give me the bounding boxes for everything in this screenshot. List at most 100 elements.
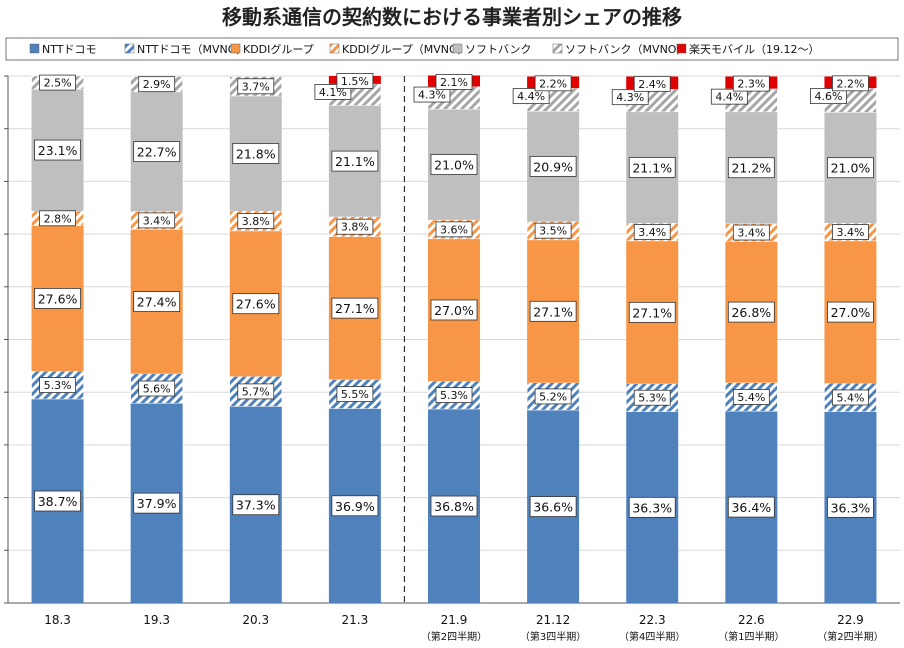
data-label-box	[331, 297, 379, 319]
data-label: 36.6%	[529, 496, 577, 517]
data-label: 3.8%	[336, 218, 374, 235]
data-label: 3.4%	[633, 224, 671, 240]
data-label: 2.3%	[732, 75, 770, 92]
x-tick-label: 21.9	[441, 613, 468, 627]
data-label-text: 3.4%	[836, 226, 864, 239]
data-label-box	[732, 75, 770, 92]
data-label-text: 4.4%	[715, 91, 743, 104]
data-label-box	[34, 287, 81, 309]
data-label-box	[138, 212, 176, 229]
data-label-text: 5.2%	[539, 390, 567, 403]
data-label: 38.7%	[34, 490, 81, 512]
data-label: 3.5%	[534, 222, 572, 239]
data-label: 27.6%	[232, 293, 280, 315]
data-label: 5.7%	[237, 383, 275, 400]
x-tick-label: 21.12	[536, 613, 570, 627]
data-label-box	[534, 388, 572, 405]
data-label-box	[237, 78, 275, 95]
data-label-text: 2.8%	[44, 212, 72, 225]
data-label-box	[336, 73, 374, 89]
legend-swatch	[676, 43, 687, 54]
data-label-box	[138, 380, 176, 397]
data-label: 2.5%	[39, 74, 76, 91]
legend-item-kddi: KDDIグループ	[230, 42, 314, 56]
data-label-box	[732, 389, 770, 405]
data-label: 3.7%	[237, 78, 275, 95]
x-tick-label: 19.3	[143, 613, 170, 627]
data-label-text: 27.6%	[38, 291, 78, 306]
data-label-box	[138, 76, 176, 93]
data-label-text: 5.3%	[44, 379, 72, 392]
data-label-text: 4.4%	[517, 90, 545, 103]
data-label-box	[34, 490, 81, 512]
data-label: 21.1%	[331, 150, 379, 172]
data-label: 27.1%	[628, 301, 676, 323]
data-label: 21.8%	[232, 143, 280, 164]
data-label-text: 27.4%	[137, 295, 177, 310]
data-label-box	[628, 157, 676, 178]
data-label: 5.4%	[832, 389, 869, 406]
data-label-box	[336, 386, 374, 402]
data-label-box	[430, 495, 478, 517]
data-label: 36.8%	[430, 495, 478, 517]
data-label-box	[232, 143, 280, 164]
data-label-box	[237, 213, 275, 229]
data-label-text: 21.0%	[831, 161, 871, 176]
data-label: 4.3%	[611, 89, 649, 106]
data-label: 20.9%	[529, 155, 577, 177]
data-label-box	[529, 155, 577, 177]
data-label-box	[133, 492, 181, 514]
data-label-box	[628, 496, 676, 518]
data-label-text: 36.9%	[335, 499, 375, 514]
data-label-box	[232, 494, 280, 516]
x-tick-label: 22.6	[738, 613, 765, 627]
legend-label: KDDIグループ（MVNO）	[342, 42, 469, 56]
data-label-box	[133, 291, 181, 312]
data-label-box	[534, 75, 572, 92]
data-label-box	[512, 88, 550, 105]
data-label: 36.3%	[628, 496, 676, 518]
data-label-text: 36.3%	[831, 500, 871, 515]
data-label-text: 36.3%	[632, 500, 672, 515]
data-label: 26.8%	[727, 301, 775, 323]
data-label-text: 2.4%	[638, 78, 666, 91]
data-label-text: 5.3%	[440, 389, 468, 402]
data-label-text: 37.3%	[236, 498, 276, 513]
data-label: 2.8%	[39, 210, 76, 227]
data-label-box	[611, 89, 649, 106]
data-label: 21.2%	[727, 157, 775, 179]
data-label-text: 2.3%	[737, 78, 765, 91]
legend: NTTドコモ NTTドコモ（MVNO）KDDIグループ KDDIグループ（MVNO）…	[5, 37, 899, 61]
data-label-text: 5.5%	[341, 388, 369, 401]
data-label-text: 3.7%	[242, 80, 270, 93]
data-label-text: 5.4%	[737, 391, 765, 404]
bar-stack-21-12	[526, 76, 580, 603]
data-label: 27.4%	[133, 291, 181, 312]
data-label-text: 3.6%	[440, 223, 468, 236]
data-label-text: 38.7%	[38, 494, 78, 509]
data-label-text: 1.5%	[341, 75, 369, 88]
data-label-box	[435, 387, 473, 403]
data-label-box	[633, 75, 671, 92]
legend-swatch	[452, 43, 463, 54]
data-label-box	[810, 88, 847, 105]
data-label-text: 26.8%	[731, 305, 771, 320]
data-label-box	[336, 218, 374, 235]
data-label-box	[435, 221, 473, 238]
data-label-box	[133, 141, 181, 163]
data-label-text: 2.9%	[143, 78, 171, 91]
data-label: 2.4%	[633, 75, 671, 92]
chart-title: 移動系通信の契約数における事業者別シェアの推移	[222, 5, 682, 29]
data-label-text: 21.2%	[731, 161, 771, 176]
data-label-box	[832, 75, 869, 92]
data-label: 5.5%	[336, 386, 374, 402]
data-label-box	[331, 150, 379, 172]
bar-stack-22-3	[625, 76, 679, 603]
data-label-text: 3.4%	[143, 214, 171, 227]
data-label-box	[727, 496, 775, 518]
data-label: 21.1%	[628, 157, 676, 178]
data-label-box	[232, 293, 280, 315]
data-label-box	[827, 157, 874, 179]
data-label-text: 3.8%	[341, 221, 369, 234]
legend-label: 楽天モバイル（19.12～）	[689, 43, 820, 56]
